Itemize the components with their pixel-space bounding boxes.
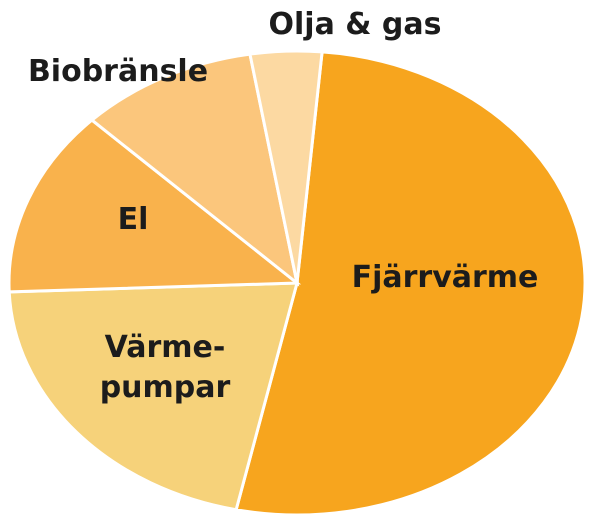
slice-label: Olja & gas bbox=[268, 7, 442, 42]
pie-slice bbox=[7, 118, 302, 294]
slice-label: Biobränsle bbox=[27, 54, 209, 89]
pie-slice bbox=[89, 52, 300, 287]
pie-slice bbox=[234, 50, 587, 517]
pie-slice bbox=[248, 49, 324, 284]
slice-label: Fjärrvärme bbox=[351, 260, 539, 295]
slice-label: Värme- pumpar bbox=[99, 330, 231, 405]
slice-label: El bbox=[117, 202, 149, 237]
pie-slice bbox=[7, 281, 299, 512]
